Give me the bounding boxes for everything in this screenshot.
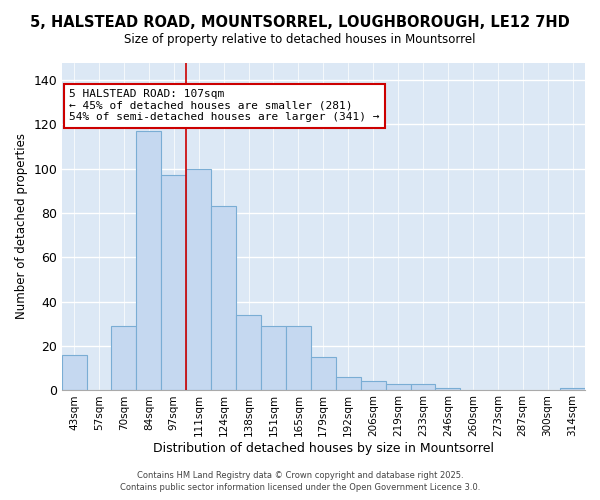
Y-axis label: Number of detached properties: Number of detached properties <box>15 134 28 320</box>
Bar <box>112 326 136 390</box>
Bar <box>211 206 236 390</box>
Text: 5 HALSTEAD ROAD: 107sqm
← 45% of detached houses are smaller (281)
54% of semi-d: 5 HALSTEAD ROAD: 107sqm ← 45% of detache… <box>69 89 380 122</box>
Text: Size of property relative to detached houses in Mountsorrel: Size of property relative to detached ho… <box>124 32 476 46</box>
Bar <box>261 326 286 390</box>
Bar <box>136 131 161 390</box>
Bar <box>62 354 86 390</box>
Bar <box>311 357 336 390</box>
X-axis label: Distribution of detached houses by size in Mountsorrel: Distribution of detached houses by size … <box>153 442 494 455</box>
Bar <box>336 377 361 390</box>
Bar <box>436 388 460 390</box>
Bar <box>560 388 585 390</box>
Bar <box>161 176 186 390</box>
Text: Contains HM Land Registry data © Crown copyright and database right 2025.
Contai: Contains HM Land Registry data © Crown c… <box>120 471 480 492</box>
Bar <box>286 326 311 390</box>
Bar <box>186 169 211 390</box>
Text: 5, HALSTEAD ROAD, MOUNTSORREL, LOUGHBOROUGH, LE12 7HD: 5, HALSTEAD ROAD, MOUNTSORREL, LOUGHBORO… <box>30 15 570 30</box>
Bar <box>386 384 410 390</box>
Bar <box>361 382 386 390</box>
Bar <box>410 384 436 390</box>
Bar <box>236 315 261 390</box>
